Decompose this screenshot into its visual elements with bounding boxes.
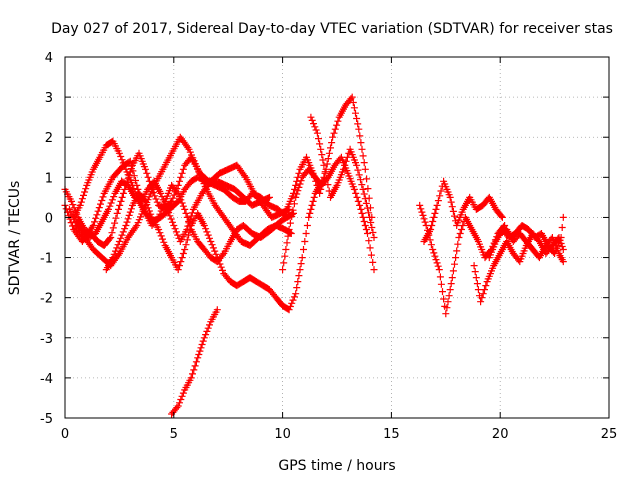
y-tick-label: 3 (45, 91, 53, 106)
x-tick-label: 25 (601, 427, 618, 442)
y-axis-label: SDTVAR / TECUs (7, 181, 23, 296)
plus-markers-trace-06 (102, 177, 326, 314)
plus-markers-trace-07 (168, 306, 221, 418)
x-tick-label: 20 (492, 427, 509, 442)
series-trace-10 (307, 113, 378, 241)
x-axis-label: GPS time / hours (278, 458, 395, 474)
x-tick-label: 10 (274, 427, 291, 442)
y-tick-label: 2 (45, 131, 53, 146)
y-tick-label: 4 (45, 51, 53, 66)
series-trace-05 (72, 133, 295, 270)
plus-markers-trace-15 (496, 226, 567, 266)
data-series (61, 93, 567, 418)
plot-frame (64, 56, 610, 419)
y-tick-label: -5 (40, 412, 53, 427)
y-tick-label: -3 (40, 332, 53, 347)
series-trace-07 (168, 306, 221, 418)
x-tick-label: 0 (61, 427, 69, 442)
series-trace-09 (283, 93, 376, 221)
axis-ticks (64, 56, 610, 419)
x-tick-labels: 0 5 10 15 20 25 (61, 427, 617, 442)
x-tick-label: 5 (170, 427, 178, 442)
plus-markers-trace-12 (420, 177, 506, 245)
series-trace-12 (420, 177, 506, 245)
series-trace-06 (102, 177, 326, 314)
y-tick-label: 0 (45, 211, 53, 226)
plus-markers-trace-05 (72, 133, 295, 270)
y-tick-label: -1 (40, 252, 53, 267)
chart-title: Day 027 of 2017, Sidereal Day-to-day VTE… (51, 21, 613, 37)
plus-markers-trace-10 (307, 113, 378, 241)
x-tick-label: 15 (383, 427, 400, 442)
series-trace-15 (496, 226, 567, 266)
y-tick-label: -2 (40, 292, 53, 307)
y-tick-label: 1 (45, 171, 53, 186)
plus-markers-trace-09 (283, 93, 376, 221)
y-tick-labels: -5 -4 -3 -2 -1 0 1 2 3 4 (40, 51, 53, 427)
y-tick-label: -4 (40, 372, 53, 387)
